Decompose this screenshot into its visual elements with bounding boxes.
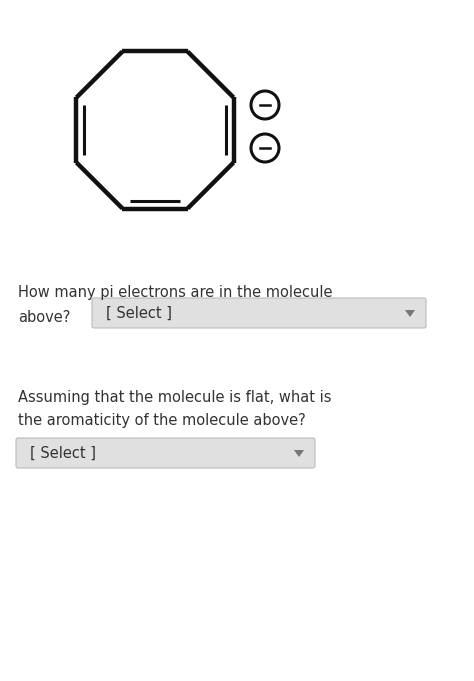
FancyBboxPatch shape <box>16 438 315 468</box>
Text: [ Select ]: [ Select ] <box>106 306 172 321</box>
FancyBboxPatch shape <box>92 298 426 328</box>
Polygon shape <box>405 310 415 317</box>
Text: Assuming that the molecule is flat, what is: Assuming that the molecule is flat, what… <box>18 390 331 405</box>
Text: the aromaticity of the molecule above?: the aromaticity of the molecule above? <box>18 413 306 428</box>
Text: above?: above? <box>18 310 70 325</box>
Polygon shape <box>294 450 304 457</box>
Text: [ Select ]: [ Select ] <box>30 445 96 460</box>
Text: How many pi electrons are in the molecule: How many pi electrons are in the molecul… <box>18 285 332 300</box>
